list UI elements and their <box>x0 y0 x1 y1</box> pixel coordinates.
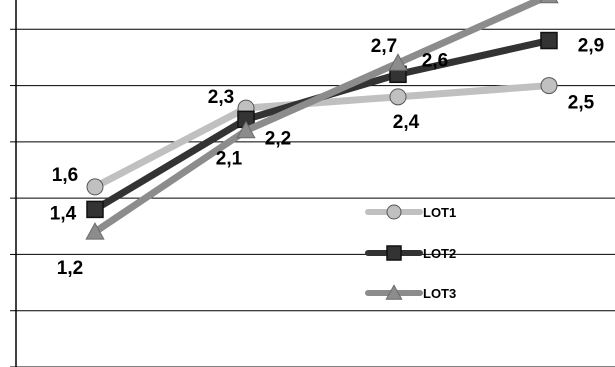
legend-label: LOT1 <box>423 205 456 220</box>
data-point-lot3 <box>539 0 559 4</box>
data-label-lot2: 2,9 <box>578 36 604 57</box>
legend-item-lot2: LOT2 <box>365 245 456 261</box>
data-point-lot1 <box>540 77 558 95</box>
series-line-lot1 <box>91 82 553 191</box>
data-point-lot1 <box>389 88 407 106</box>
data-point-lot3 <box>85 222 105 240</box>
data-label-lot3: 2,7 <box>371 36 397 57</box>
data-label-lot3: 2,1 <box>216 149 243 170</box>
data-label-lot2: 1,4 <box>50 203 77 224</box>
series-line-lot3 <box>91 0 548 236</box>
data-label-lot1: 2,3 <box>208 87 234 108</box>
data-label-lot3: 1,2 <box>57 258 83 279</box>
data-point-lot2 <box>86 200 104 219</box>
series-lot3 <box>85 0 559 240</box>
data-label-lot1: 1,6 <box>52 165 78 186</box>
legend-item-lot3: LOT3 <box>365 284 456 301</box>
data-label-lot2: 2,2 <box>265 128 291 149</box>
legend-label: LOT2 <box>423 246 456 261</box>
data-point-lot1 <box>86 178 104 196</box>
legend-marker-triangle <box>385 284 403 300</box>
legend-marker-square <box>386 245 402 261</box>
data-label-lot2: 2,6 <box>422 50 448 71</box>
data-point-lot3 <box>236 120 256 139</box>
data-point-lot3 <box>388 53 408 71</box>
gridlines <box>16 28 615 367</box>
legend-marker-circle <box>386 204 402 220</box>
data-point-lot2 <box>540 31 558 50</box>
data-label-lot1: 2,4 <box>393 112 420 133</box>
data-labels: 1,62,32,42,51,42,22,62,91,22,12,73,3 <box>50 36 604 279</box>
y-axis <box>10 0 17 367</box>
series-layer <box>85 0 559 240</box>
data-label-lot1: 2,5 <box>568 93 595 114</box>
legend-item-lot1: LOT1 <box>365 204 456 220</box>
legend-label: LOT3 <box>423 286 456 301</box>
legend: LOT1 LOT2 LOT3 <box>365 204 456 301</box>
